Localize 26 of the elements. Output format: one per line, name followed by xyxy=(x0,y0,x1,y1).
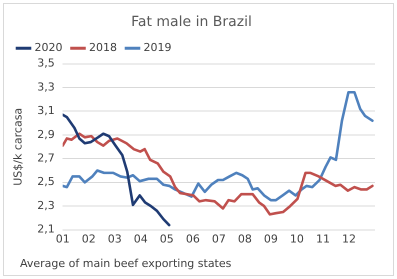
x-tick-label: 01 xyxy=(56,232,70,246)
y-axis-title: US$/k carcasa xyxy=(11,108,24,186)
x-tick-label: 12 xyxy=(342,232,356,246)
y-tick-label: 2,7 xyxy=(37,152,55,165)
x-tick-label: 02 xyxy=(82,232,96,246)
legend-label: 2019 xyxy=(143,41,172,54)
legend-label: 2018 xyxy=(88,41,117,54)
y-tick-label: 2,9 xyxy=(37,128,55,141)
y-tick-label: 3,1 xyxy=(37,104,55,118)
x-tick-label: 03 xyxy=(108,232,122,246)
y-tick-label: 2,5 xyxy=(37,175,55,188)
x-tick-label: 06 xyxy=(186,232,200,246)
x-tick-label: 08 xyxy=(238,232,252,246)
x-tick-label: 09 xyxy=(264,232,278,246)
y-tick-label: 3,3 xyxy=(37,80,55,94)
y-tick-label: 3,5 xyxy=(37,56,55,70)
x-tick-label: 11 xyxy=(316,232,330,246)
x-tick-label: 10 xyxy=(290,232,304,246)
legend-label: 2020 xyxy=(34,41,62,54)
y-tick-label: 2,3 xyxy=(37,198,55,212)
y-tick-label: 2,1 xyxy=(37,222,55,236)
x-tick-label: 04 xyxy=(134,232,148,246)
text: Average of main beef exporting states xyxy=(20,257,232,270)
x-tick-label: 05 xyxy=(160,232,174,246)
x-tick-label: 07 xyxy=(212,232,226,246)
chart-title: Fat male in Brazil xyxy=(131,14,252,30)
